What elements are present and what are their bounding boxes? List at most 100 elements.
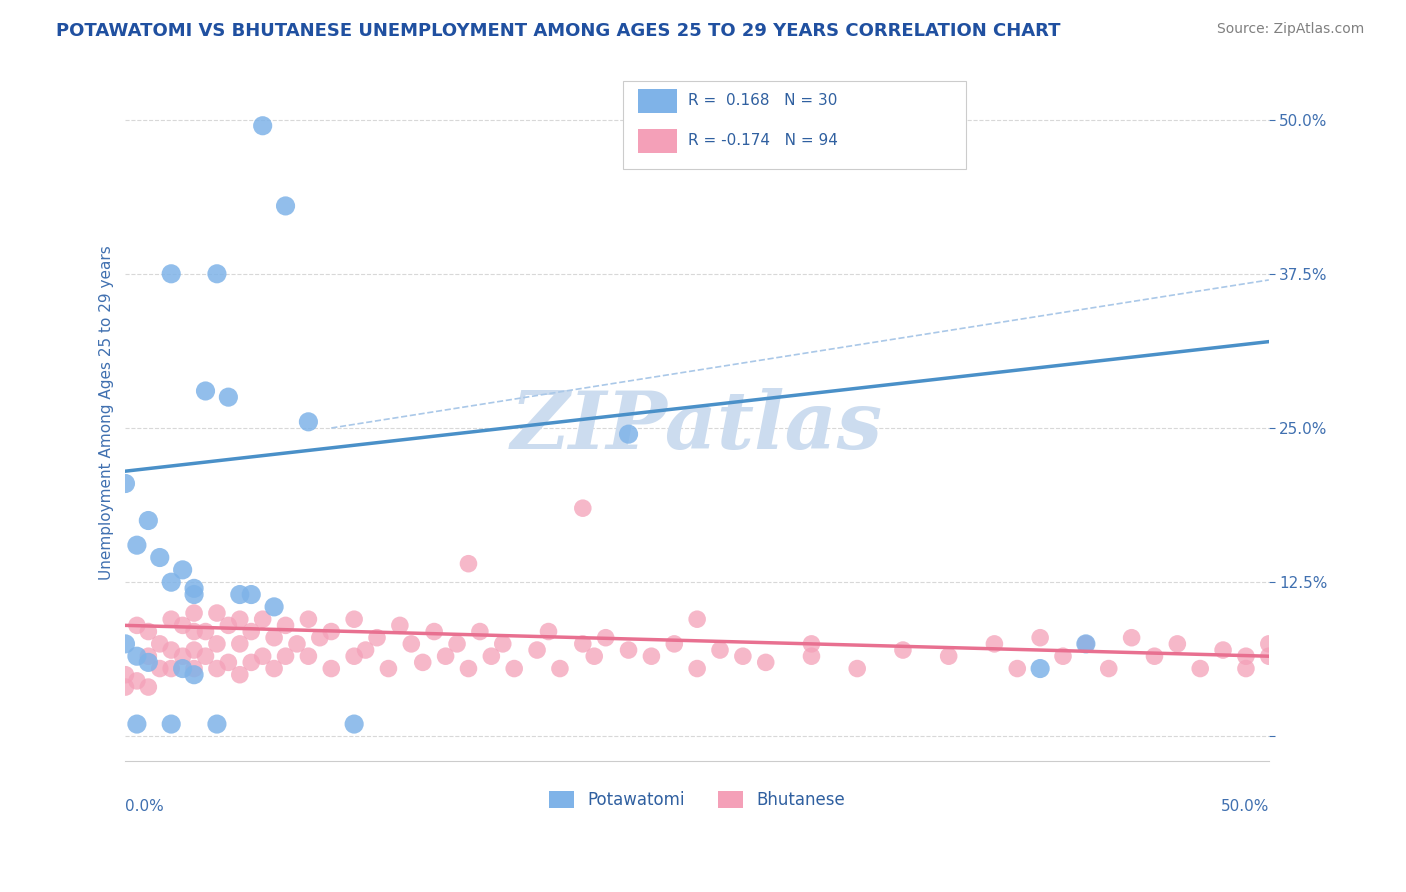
Point	[285, 637, 308, 651]
Point	[297, 649, 319, 664]
Point	[183, 624, 205, 639]
Point	[1074, 637, 1097, 651]
Point	[217, 656, 239, 670]
Point	[572, 637, 595, 651]
Point	[138, 649, 160, 664]
Point	[172, 563, 194, 577]
Point	[1098, 661, 1121, 675]
Point	[800, 649, 823, 664]
Point	[125, 649, 148, 664]
Point	[160, 717, 183, 731]
Point	[308, 631, 330, 645]
Point	[755, 656, 778, 670]
Text: 50.0%: 50.0%	[1220, 799, 1268, 814]
Point	[183, 643, 205, 657]
Point	[401, 637, 423, 651]
Point	[709, 643, 731, 657]
Point	[229, 612, 252, 626]
Point	[1166, 637, 1188, 651]
Point	[457, 661, 479, 675]
Point	[1257, 649, 1279, 664]
Text: Source: ZipAtlas.com: Source: ZipAtlas.com	[1216, 22, 1364, 37]
Point	[205, 606, 228, 620]
Point	[321, 624, 343, 639]
Point	[274, 649, 297, 664]
Point	[149, 550, 172, 565]
Y-axis label: Unemployment Among Ages 25 to 29 years: Unemployment Among Ages 25 to 29 years	[100, 245, 114, 580]
Point	[297, 612, 319, 626]
Point	[800, 637, 823, 651]
Point	[938, 649, 960, 664]
Point	[377, 661, 399, 675]
Point	[343, 612, 366, 626]
Point	[138, 624, 160, 639]
Point	[686, 661, 709, 675]
Point	[172, 649, 194, 664]
Point	[263, 631, 285, 645]
Point	[423, 624, 446, 639]
Point	[125, 673, 148, 688]
Point	[479, 649, 502, 664]
Point	[114, 680, 136, 694]
Point	[252, 119, 274, 133]
Point	[321, 661, 343, 675]
Point	[891, 643, 914, 657]
Point	[172, 661, 194, 675]
FancyBboxPatch shape	[638, 128, 676, 153]
Point	[457, 557, 479, 571]
Point	[194, 624, 217, 639]
Point	[205, 267, 228, 281]
Text: POTAWATOMI VS BHUTANESE UNEMPLOYMENT AMONG AGES 25 TO 29 YEARS CORRELATION CHART: POTAWATOMI VS BHUTANESE UNEMPLOYMENT AMO…	[56, 22, 1060, 40]
Point	[205, 661, 228, 675]
Point	[537, 624, 560, 639]
Point	[160, 575, 183, 590]
Point	[640, 649, 662, 664]
Point	[983, 637, 1005, 651]
Point	[252, 649, 274, 664]
Point	[149, 661, 172, 675]
Point	[229, 588, 252, 602]
Point	[194, 384, 217, 398]
Point	[252, 612, 274, 626]
Point	[217, 618, 239, 632]
Point	[125, 717, 148, 731]
Point	[526, 643, 548, 657]
Point	[343, 649, 366, 664]
Point	[1189, 661, 1212, 675]
Point	[160, 643, 183, 657]
Point	[183, 606, 205, 620]
Point	[686, 612, 709, 626]
Point	[274, 618, 297, 632]
Point	[664, 637, 686, 651]
Point	[1234, 649, 1257, 664]
Point	[1052, 649, 1074, 664]
Point	[217, 390, 239, 404]
Point	[1074, 637, 1097, 651]
Point	[731, 649, 754, 664]
FancyBboxPatch shape	[623, 81, 966, 169]
Point	[138, 514, 160, 528]
Point	[1257, 637, 1279, 651]
Point	[114, 667, 136, 681]
Point	[160, 612, 183, 626]
Point	[846, 661, 869, 675]
Point	[125, 618, 148, 632]
Point	[1121, 631, 1143, 645]
Point	[183, 667, 205, 681]
Point	[205, 717, 228, 731]
Text: 0.0%: 0.0%	[125, 799, 165, 814]
Point	[434, 649, 457, 664]
Point	[354, 643, 377, 657]
Point	[183, 661, 205, 675]
Point	[229, 667, 252, 681]
Point	[1143, 649, 1166, 664]
Point	[617, 427, 640, 442]
FancyBboxPatch shape	[638, 89, 676, 113]
Point	[446, 637, 468, 651]
Point	[172, 618, 194, 632]
Point	[274, 199, 297, 213]
Point	[125, 538, 148, 552]
Point	[343, 717, 366, 731]
Point	[548, 661, 571, 675]
Point	[205, 637, 228, 651]
